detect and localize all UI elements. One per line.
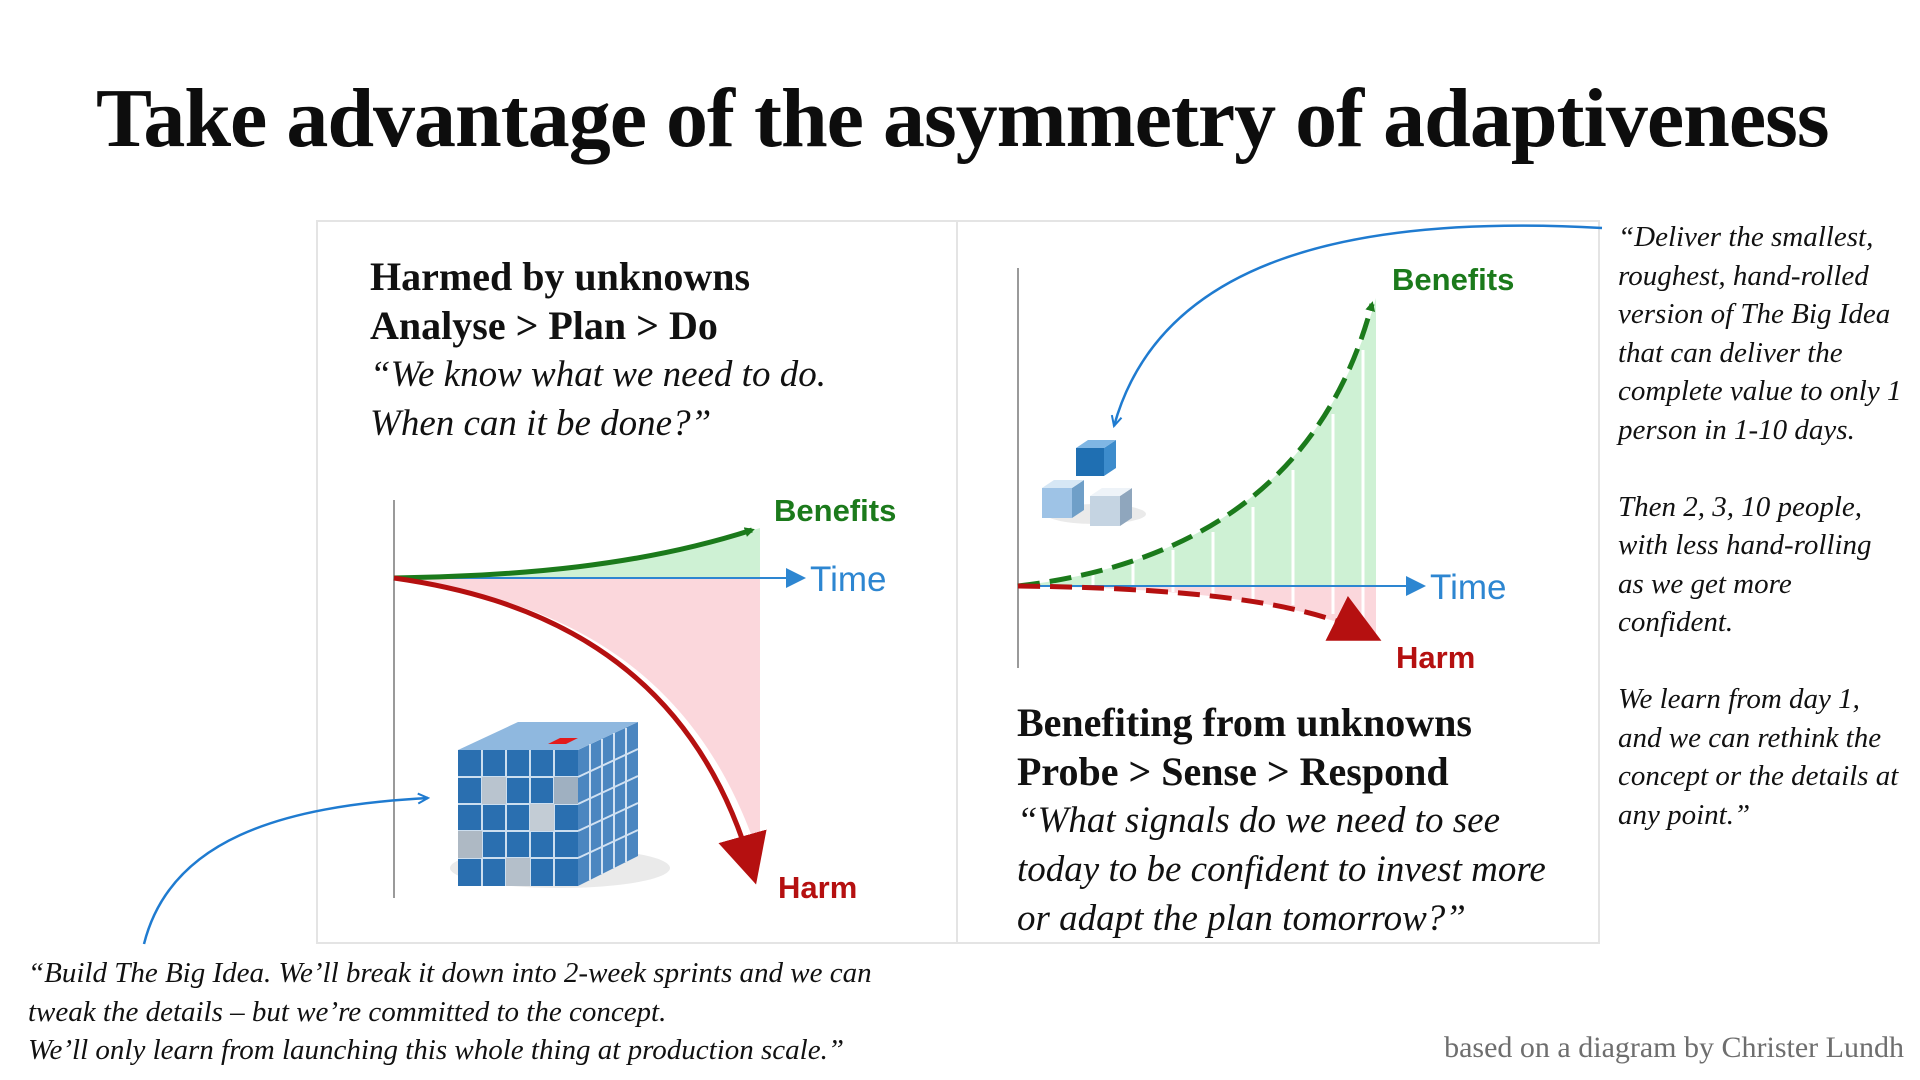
side-quote-line: confident. <box>1618 606 1734 638</box>
side-quote-paragraph: Then 2, 3, 10 people, with less hand-rol… <box>1618 488 1918 642</box>
small-cubes-icon <box>1042 440 1146 526</box>
left-harm-curve <box>393 575 767 885</box>
right-panel-heading: Benefiting from unknowns <box>1017 700 1472 745</box>
left-chart: Benefits Time Harm <box>393 493 896 905</box>
bottom-quote-line: “Build The Big Idea. We’ll break it down… <box>28 957 872 989</box>
left-harm-label: Harm <box>778 870 857 905</box>
side-quote-paragraph: “Deliver the smallest, roughest, hand-ro… <box>1618 218 1918 449</box>
side-quote-line: complete value to only 1 <box>1618 375 1902 407</box>
right-panel-text: Benefiting from unknowns Probe > Sense >… <box>1017 698 1546 943</box>
left-panel-quote-line: When can it be done?” <box>370 403 712 444</box>
left-benefit-area <box>394 528 760 578</box>
slide-title: Take advantage of the asymmetry of adapt… <box>96 72 1830 165</box>
bottom-quote-line: We’ll only learn from launching this who… <box>28 1034 844 1066</box>
left-harm-area <box>394 578 760 860</box>
side-quote: “Deliver the smallest, roughest, hand-ro… <box>1618 218 1918 873</box>
side-quote-line: version of The Big Idea <box>1618 298 1891 330</box>
side-quote-line: person in 1-10 days. <box>1618 413 1855 446</box>
right-benefits-label: Benefits <box>1392 262 1514 297</box>
bottom-quote-line: tweak the details – but we’re committed … <box>28 995 667 1028</box>
side-quote-line: roughest, hand-rolled <box>1618 259 1869 292</box>
right-chart: Benefits Time Harm <box>1017 262 1514 675</box>
big-cube-icon <box>450 722 670 888</box>
right-panel-process: Probe > Sense > Respond <box>1017 749 1449 794</box>
left-panel-text: Harmed by unknowns Analyse > Plan > Do “… <box>370 252 826 448</box>
right-benefit-hatching <box>1051 350 1365 626</box>
left-panel-process: Analyse > Plan > Do <box>370 303 718 348</box>
right-harm-area <box>1018 586 1376 638</box>
panel-divider <box>956 220 958 944</box>
left-benefit-curve <box>393 527 755 581</box>
side-quote-line: and we can rethink the <box>1618 721 1882 754</box>
left-benefits-label: Benefits <box>774 493 896 528</box>
right-harm-label: Harm <box>1396 640 1475 675</box>
side-callout-arrow <box>1114 224 1603 426</box>
side-quote-line: “Deliver the smallest, <box>1618 221 1874 253</box>
side-quote-line: any point.” <box>1618 798 1751 831</box>
right-benefit-curve <box>1017 301 1376 589</box>
right-harm-curve <box>1017 583 1382 641</box>
side-quote-paragraph: We learn from day 1, and we can rethink … <box>1618 680 1918 834</box>
right-benefit-area <box>1018 298 1376 586</box>
side-quote-line: as we get more <box>1618 567 1792 600</box>
right-panel-quote-line: or adapt the plan tomorrow?” <box>1017 898 1466 939</box>
left-panel-quote-line: “We know what we need to do. <box>370 354 826 395</box>
left-time-label: Time <box>810 560 886 599</box>
side-quote-line: concept or the details at <box>1618 760 1899 792</box>
bottom-callout-arrow <box>142 798 428 945</box>
side-quote-line: that can deliver the <box>1618 336 1843 369</box>
side-quote-line: Then 2, 3, 10 people, <box>1618 490 1863 523</box>
side-quote-line: We learn from day 1, <box>1618 683 1860 715</box>
right-panel-quote-line: “What signals do we need to see <box>1017 800 1501 841</box>
left-panel-heading: Harmed by unknowns <box>370 254 751 299</box>
right-panel-quote-line: today to be confident to invest more <box>1017 849 1546 890</box>
credit-note: based on a diagram by Christer Lundh <box>1444 1031 1904 1064</box>
side-quote-line: with less hand-rolling <box>1618 529 1872 561</box>
diagram-frame <box>316 220 1600 944</box>
right-time-label: Time <box>1430 568 1506 607</box>
bottom-quote: “Build The Big Idea. We’ll break it down… <box>28 954 1028 1070</box>
